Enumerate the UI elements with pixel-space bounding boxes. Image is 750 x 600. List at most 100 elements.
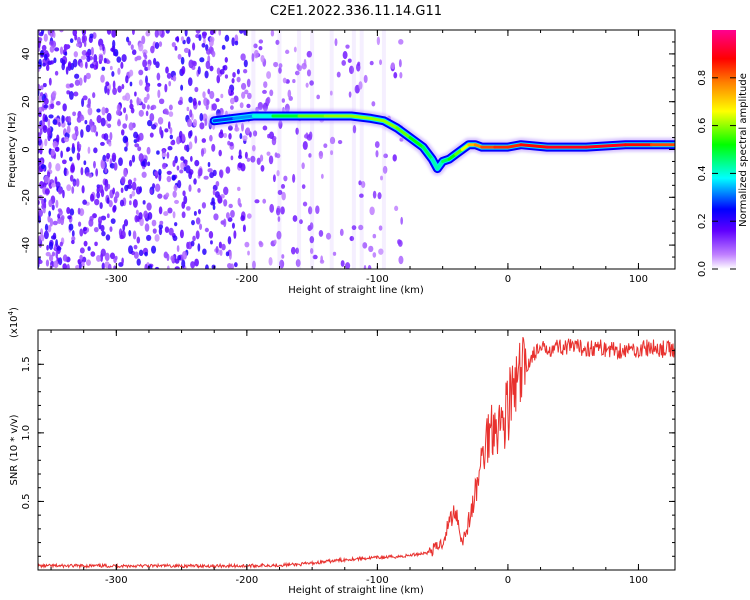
noise-speckle (218, 30, 222, 36)
noise-speckle (190, 261, 196, 269)
noise-speckle (181, 201, 186, 209)
noise-speckle (166, 151, 170, 159)
noise-speckle (87, 246, 91, 251)
noise-speckle (144, 54, 148, 60)
noise-speckle (87, 146, 91, 154)
noise-speckle (52, 31, 56, 39)
noise-speckle (145, 75, 148, 85)
noise-speckle (109, 226, 113, 232)
noise-speckle (58, 121, 61, 127)
noise-speckle (242, 224, 246, 233)
noise-speckle (190, 155, 193, 162)
noise-speckle (323, 143, 328, 149)
noise-speckle (43, 33, 48, 42)
noise-speckle (186, 36, 191, 45)
noise-speckle (194, 86, 199, 93)
noise-speckle (253, 43, 258, 49)
snr-x-tick-label: 0 (505, 575, 511, 586)
noise-speckle (39, 85, 44, 90)
noise-speckle (76, 36, 81, 45)
noise-speckle (400, 216, 403, 225)
noise-speckle (223, 132, 228, 139)
noise-speckle (56, 134, 60, 143)
noise-speckle (202, 248, 207, 255)
noise-speckle (174, 258, 180, 264)
noise-speckle (174, 222, 178, 227)
noise-speckle (212, 169, 217, 177)
noise-speckle (281, 98, 285, 103)
noise-speckle (55, 199, 59, 209)
noise-speckle (209, 65, 214, 72)
noise-speckle (236, 76, 241, 83)
noise-speckle (213, 213, 219, 221)
noise-speckle (150, 104, 157, 110)
noise-speckle (106, 88, 110, 96)
noise-speckle (330, 150, 334, 156)
noise-speckle (48, 161, 52, 170)
noise-speckle (138, 79, 143, 86)
noise-speckle (209, 36, 215, 43)
noise-speckle (145, 30, 151, 37)
noise-speckle (95, 60, 99, 70)
noise-speckle (239, 30, 244, 34)
noise-speckle (108, 142, 112, 147)
noise-speckle (131, 49, 137, 56)
noise-speckle (269, 89, 274, 97)
noise-speckle (92, 32, 97, 39)
noise-speckle (69, 174, 74, 182)
noise-speckle (165, 192, 170, 198)
noise-speckle (133, 139, 138, 144)
noise-speckle (67, 215, 72, 220)
noise-speckle (329, 90, 333, 96)
noise-speckle (73, 91, 79, 97)
noise-speckle (82, 199, 87, 205)
snr-plot-area (38, 330, 675, 570)
colorbar-tick-label: 0.2 (697, 213, 708, 229)
noise-speckle (79, 254, 83, 261)
noise-speckle (268, 155, 274, 165)
noise-speckle (176, 245, 180, 253)
noise-speckle (73, 51, 78, 58)
noise-speckle (204, 227, 209, 233)
noise-speckle (75, 178, 80, 187)
noise-speckle (147, 161, 151, 167)
noise-speckle (193, 211, 197, 216)
noise-speckle (124, 136, 129, 143)
noise-speckle (176, 136, 181, 145)
noise-speckle (180, 84, 184, 91)
noise-speckle (138, 212, 143, 220)
noise-speckle (52, 119, 58, 125)
noise-speckle (166, 72, 172, 79)
noise-speckle (38, 37, 43, 42)
noise-speckle (218, 149, 222, 157)
noise-speckle (129, 194, 133, 199)
noise-speckle (128, 69, 134, 77)
noise-speckle (392, 154, 397, 162)
noise-speckle (172, 211, 176, 219)
spectrogram-x-axis-label: Height of straight line (km) (288, 285, 424, 296)
noise-speckle (151, 245, 157, 254)
noise-speckle (44, 223, 49, 232)
noise-speckle (166, 170, 172, 175)
noise-speckle (157, 117, 164, 125)
noise-speckle (134, 143, 140, 148)
noise-speckle (198, 34, 202, 41)
noise-speckle (244, 241, 250, 248)
noise-speckle (146, 234, 152, 241)
noise-speckle (94, 241, 98, 247)
noise-speckle (83, 39, 87, 48)
colorbar-tick-label: 0.6 (697, 118, 708, 134)
noise-speckle (164, 83, 168, 93)
noise-speckle (67, 115, 72, 124)
noise-streak (359, 30, 364, 269)
noise-speckle (252, 130, 258, 137)
noise-speckle (282, 77, 287, 84)
noise-speckle (260, 54, 265, 63)
noise-speckle (269, 203, 275, 213)
noise-speckle (143, 210, 149, 219)
noise-speckle (125, 75, 129, 84)
noise-speckle (93, 226, 99, 233)
snr-x-tick-label: 100 (629, 575, 648, 586)
noise-speckle (188, 171, 193, 180)
noise-speckle (79, 62, 84, 69)
